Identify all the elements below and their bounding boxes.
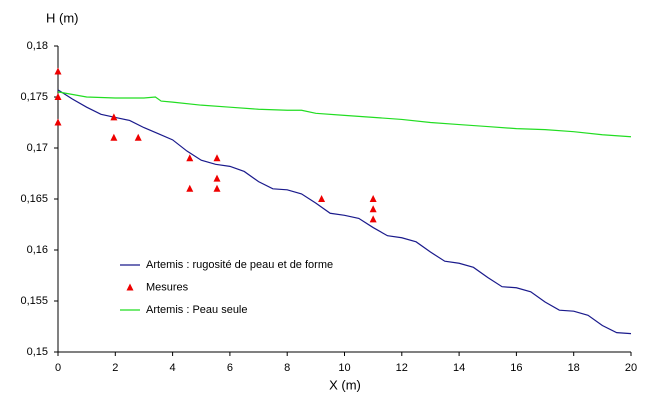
legend-marker [126,283,134,291]
y-tick-label: 0,155 [20,295,48,307]
y-tick-label: 0,15 [27,346,48,358]
data-line [57,89,632,335]
marker [213,184,221,192]
legend-label: Artemis : rugosité de peau et de forme [146,259,333,271]
y-tick-label: 0,165 [20,193,48,205]
legend-label: Artemis : Peau seule [146,304,248,316]
marker [186,154,194,162]
x-tick-label: 2 [112,362,118,374]
x-tick-label: 18 [568,362,580,374]
x-tick-label: 6 [227,362,233,374]
y-tick-label: 0,175 [20,91,48,103]
marker [134,133,142,141]
marker [54,93,62,100]
x-tick-label: 10 [338,362,350,374]
marker [213,154,221,162]
x-tick-label: 20 [625,362,637,374]
marker [110,133,118,141]
y-axis-title: H (m) [46,10,79,25]
marker [369,205,377,213]
x-tick-label: 4 [170,362,176,374]
data-line [57,91,632,138]
y-tick-label: 0,16 [27,244,48,256]
y-tick-label: 0,18 [27,40,48,52]
marker [318,195,326,202]
marker [110,113,118,121]
x-tick-label: 12 [396,362,408,374]
x-axis-title: X (m) [329,377,361,392]
marker [369,195,377,202]
marker [186,184,194,192]
legend-label: Mesures [146,281,189,293]
marker [213,174,221,182]
y-tick-label: 0,17 [27,142,48,154]
x-tick-label: 8 [284,362,290,374]
marker [54,67,62,75]
x-tick-label: 0 [55,362,61,374]
marker [54,118,62,126]
x-tick-label: 14 [453,362,465,374]
marker [369,215,377,223]
x-tick-label: 16 [510,362,522,374]
